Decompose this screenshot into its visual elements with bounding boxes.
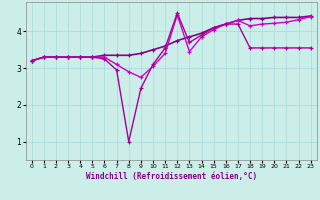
X-axis label: Windchill (Refroidissement éolien,°C): Windchill (Refroidissement éolien,°C): [86, 172, 257, 181]
